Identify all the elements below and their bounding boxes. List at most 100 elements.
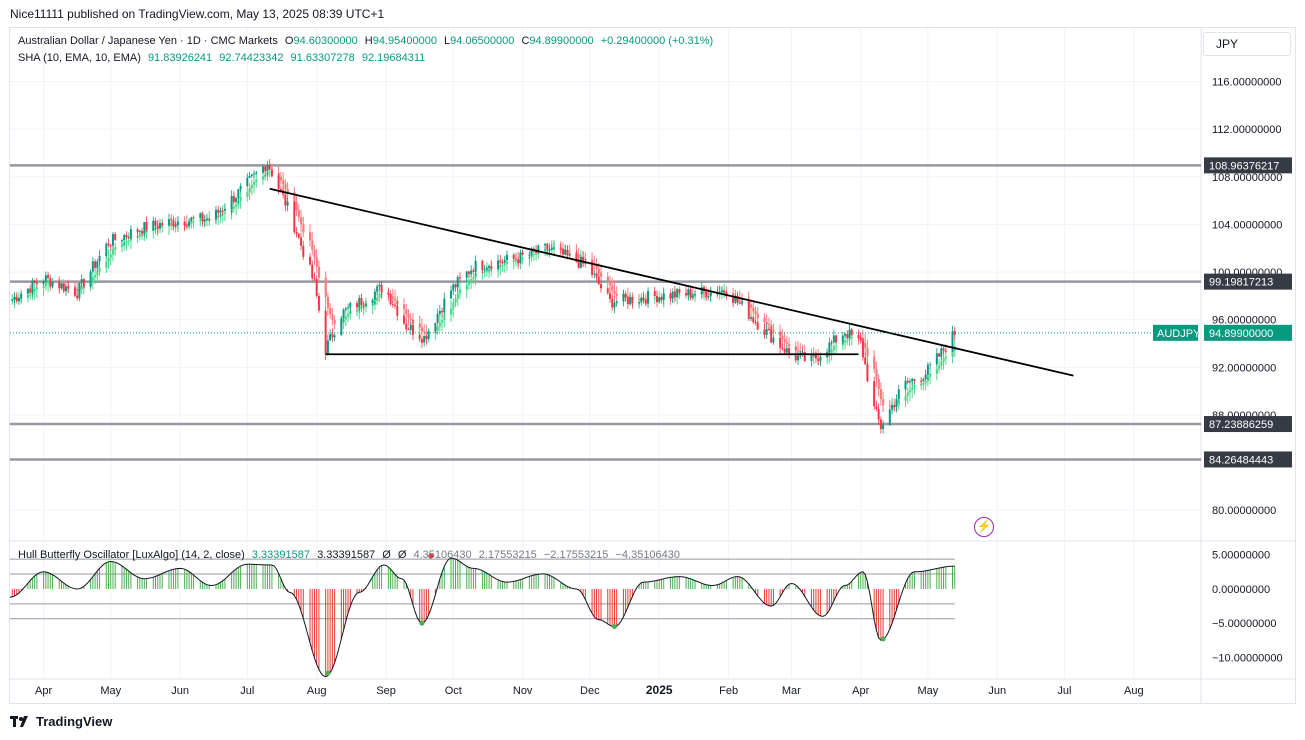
ha-bar	[29, 294, 32, 296]
candle-body	[893, 405, 896, 407]
symbol-title: Australian Dollar / Japanese Yen · 1D · …	[18, 35, 278, 47]
candle-body	[156, 225, 159, 229]
ha-bar	[405, 309, 408, 315]
candle-body	[17, 297, 20, 302]
candle-body	[904, 380, 907, 390]
x-tick-apr: Apr	[35, 685, 52, 697]
candle-body	[376, 286, 379, 292]
ha-bar	[848, 337, 851, 340]
candle-body	[485, 267, 488, 270]
candle-body	[279, 188, 282, 191]
ha-bar	[35, 287, 39, 290]
candle-body	[797, 355, 800, 361]
candle-body	[481, 260, 484, 271]
candle-body	[98, 255, 101, 262]
candle-body	[662, 293, 665, 300]
footer-brand[interactable]: TradingView	[10, 714, 112, 729]
candle-body	[206, 218, 209, 220]
candle-body	[951, 331, 954, 352]
ha-bar	[626, 295, 630, 298]
x-tick-sep: Sep	[376, 685, 396, 697]
sha-value-1: 91.83926241	[147, 52, 213, 64]
symbol-tag: AUDJPY	[1157, 328, 1201, 340]
ha-bar	[763, 317, 766, 323]
lightning-icon[interactable]: ⚡	[974, 517, 994, 537]
candle-body	[783, 348, 786, 353]
ha-bar	[942, 358, 945, 362]
level-tag-bg-1	[1204, 273, 1292, 290]
candle-body	[29, 288, 32, 293]
candle-body	[568, 253, 571, 256]
ha-bar	[407, 314, 410, 319]
candle-body	[877, 408, 880, 420]
candle-body	[689, 289, 692, 298]
candle-body	[344, 308, 347, 310]
sha-title: SHA (10, EMA, 10, EMA)	[18, 52, 141, 64]
ha-bar	[613, 290, 616, 294]
candle-body	[293, 201, 296, 233]
y-tick-6: 92.00000000	[1212, 362, 1276, 374]
ha-bar	[167, 224, 171, 227]
candle-body	[861, 340, 864, 358]
ha-bar	[315, 257, 318, 267]
y-tick-8: 80.00000000	[1212, 505, 1276, 517]
candle-body	[223, 209, 226, 211]
candle-body	[499, 260, 502, 263]
ha-bar	[311, 240, 314, 250]
candle-body	[624, 293, 627, 298]
candle-body	[443, 298, 446, 313]
x-tick-dec: Dec	[580, 685, 600, 697]
candle-body	[331, 334, 334, 338]
ha-bar	[109, 254, 112, 258]
candle-body	[192, 217, 195, 219]
candle-body	[517, 259, 520, 264]
candle-body	[378, 284, 381, 287]
candle-body	[794, 353, 797, 361]
candle-body	[953, 331, 956, 335]
ha-bar	[788, 343, 791, 347]
candle-body	[913, 379, 916, 381]
candle-body	[566, 249, 569, 256]
candle-body	[409, 324, 412, 330]
ha-bar	[882, 399, 885, 406]
ha-bar	[830, 350, 833, 353]
candle-body	[906, 380, 909, 383]
candle-body	[136, 229, 139, 232]
ha-bar	[120, 245, 124, 248]
ha-bar	[297, 210, 300, 217]
ha-bar	[906, 392, 909, 396]
candle-body	[747, 301, 750, 319]
candle-body	[342, 309, 345, 319]
candle-body	[754, 322, 757, 324]
y-tick-1: 112.00000000	[1212, 124, 1282, 136]
candle-body	[497, 260, 500, 270]
candle-body	[387, 292, 390, 295]
close-value: 94.89900000	[529, 35, 594, 47]
candle-body	[407, 329, 410, 331]
candle-body	[705, 291, 708, 298]
candle-body	[67, 286, 70, 289]
candle-body	[427, 330, 430, 340]
ha-bar	[420, 327, 424, 332]
candle-body	[736, 296, 739, 303]
ha-bar	[425, 332, 428, 335]
candle-body	[591, 263, 594, 275]
x-tick-nov: Nov	[513, 685, 533, 697]
candle-body	[161, 223, 164, 226]
x-tick-2025: 2025	[646, 683, 673, 697]
candle-body	[158, 223, 161, 229]
level-tag-bg-0	[1204, 157, 1292, 174]
currency-button[interactable]: JPY	[1203, 32, 1291, 56]
ha-bar	[877, 378, 880, 390]
ha-bar	[284, 183, 287, 190]
ha-bar	[409, 318, 412, 320]
sha-value-4: 92.19684311	[361, 52, 426, 64]
ha-bar	[107, 257, 110, 262]
candle-body	[817, 358, 820, 361]
candle-body	[732, 296, 735, 303]
candle-body	[844, 333, 847, 336]
candle-body	[835, 335, 838, 343]
ha-bar	[850, 336, 853, 338]
candle-body	[302, 245, 305, 257]
